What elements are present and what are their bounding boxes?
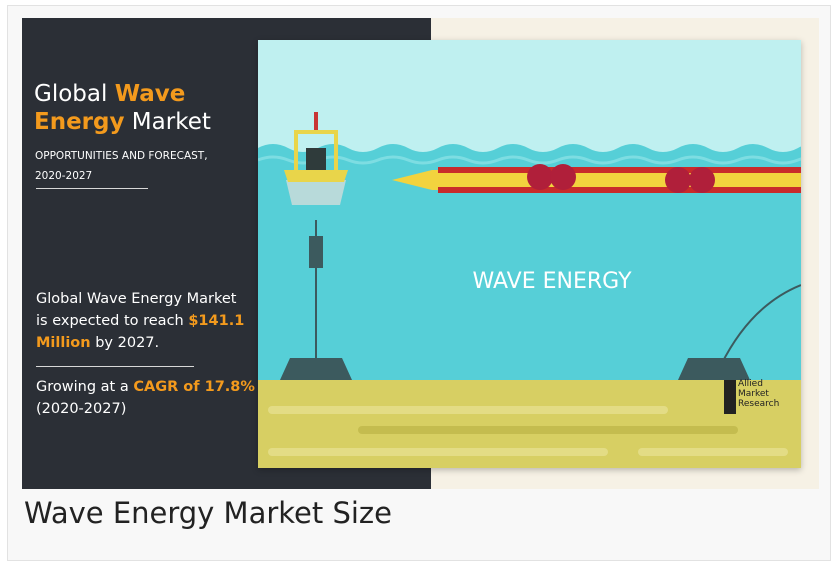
years-text: 2020-2027 <box>35 166 208 186</box>
caption: Wave Energy Market Size <box>24 496 392 530</box>
seabed-stripe <box>358 426 738 434</box>
seabed-stripe <box>268 448 608 456</box>
buoy-part <box>294 130 338 134</box>
buoy-part <box>286 180 346 205</box>
stat-highlight: CAGR of 17.8% <box>133 379 255 395</box>
divider <box>36 366 194 367</box>
buoy-part <box>309 236 323 268</box>
wave-device-joint <box>689 167 715 193</box>
logo-text: Allied <box>738 379 763 389</box>
stat-text: (2020-2027) <box>36 401 126 417</box>
seabed-stripe <box>268 406 668 414</box>
title-text: Global <box>34 81 107 107</box>
wave-illustration: WAVE ENERGY Allied Market Research <box>258 40 801 468</box>
stat-text: Growing at a <box>36 379 129 395</box>
title-highlight: Wave <box>115 81 186 107</box>
buoy-part <box>334 130 338 170</box>
title-highlight: Energy <box>34 109 124 135</box>
market-size-stat: Global Wave Energy Market is expected to… <box>36 288 251 354</box>
infographic-title: Global Wave Energy Market <box>34 80 211 136</box>
infographic: Global Wave Energy Market OPPORTUNITIES … <box>22 18 819 489</box>
logo-text: Research <box>738 399 779 409</box>
buoy-part <box>314 112 318 130</box>
subtitle-text: OPPORTUNITIES AND FORECAST, <box>35 146 208 166</box>
wave-device-joint <box>665 167 691 193</box>
illustration-label: WAVE ENERGY <box>472 269 632 294</box>
wave-device-joint <box>527 164 553 190</box>
subtitle: OPPORTUNITIES AND FORECAST, 2020-2027 <box>35 146 208 186</box>
stat-text: by 2027. <box>95 335 159 351</box>
divider <box>36 188 148 189</box>
seabed-stripe <box>638 448 788 456</box>
anchor <box>678 358 750 380</box>
figure-frame: Global Wave Energy Market OPPORTUNITIES … <box>7 5 831 561</box>
wave-device <box>438 167 801 173</box>
wave-device-joint <box>550 164 576 190</box>
logo-mark <box>724 380 736 414</box>
title-text: Market <box>132 109 211 135</box>
anchor <box>280 358 352 380</box>
wave-device <box>438 187 801 193</box>
buoy-part <box>294 130 298 170</box>
buoy-part <box>306 148 326 170</box>
buoy-part <box>284 170 348 182</box>
cagr-stat: Growing at a CAGR of 17.8% (2020-2027) <box>36 376 261 420</box>
logo-text: Market <box>738 389 769 399</box>
